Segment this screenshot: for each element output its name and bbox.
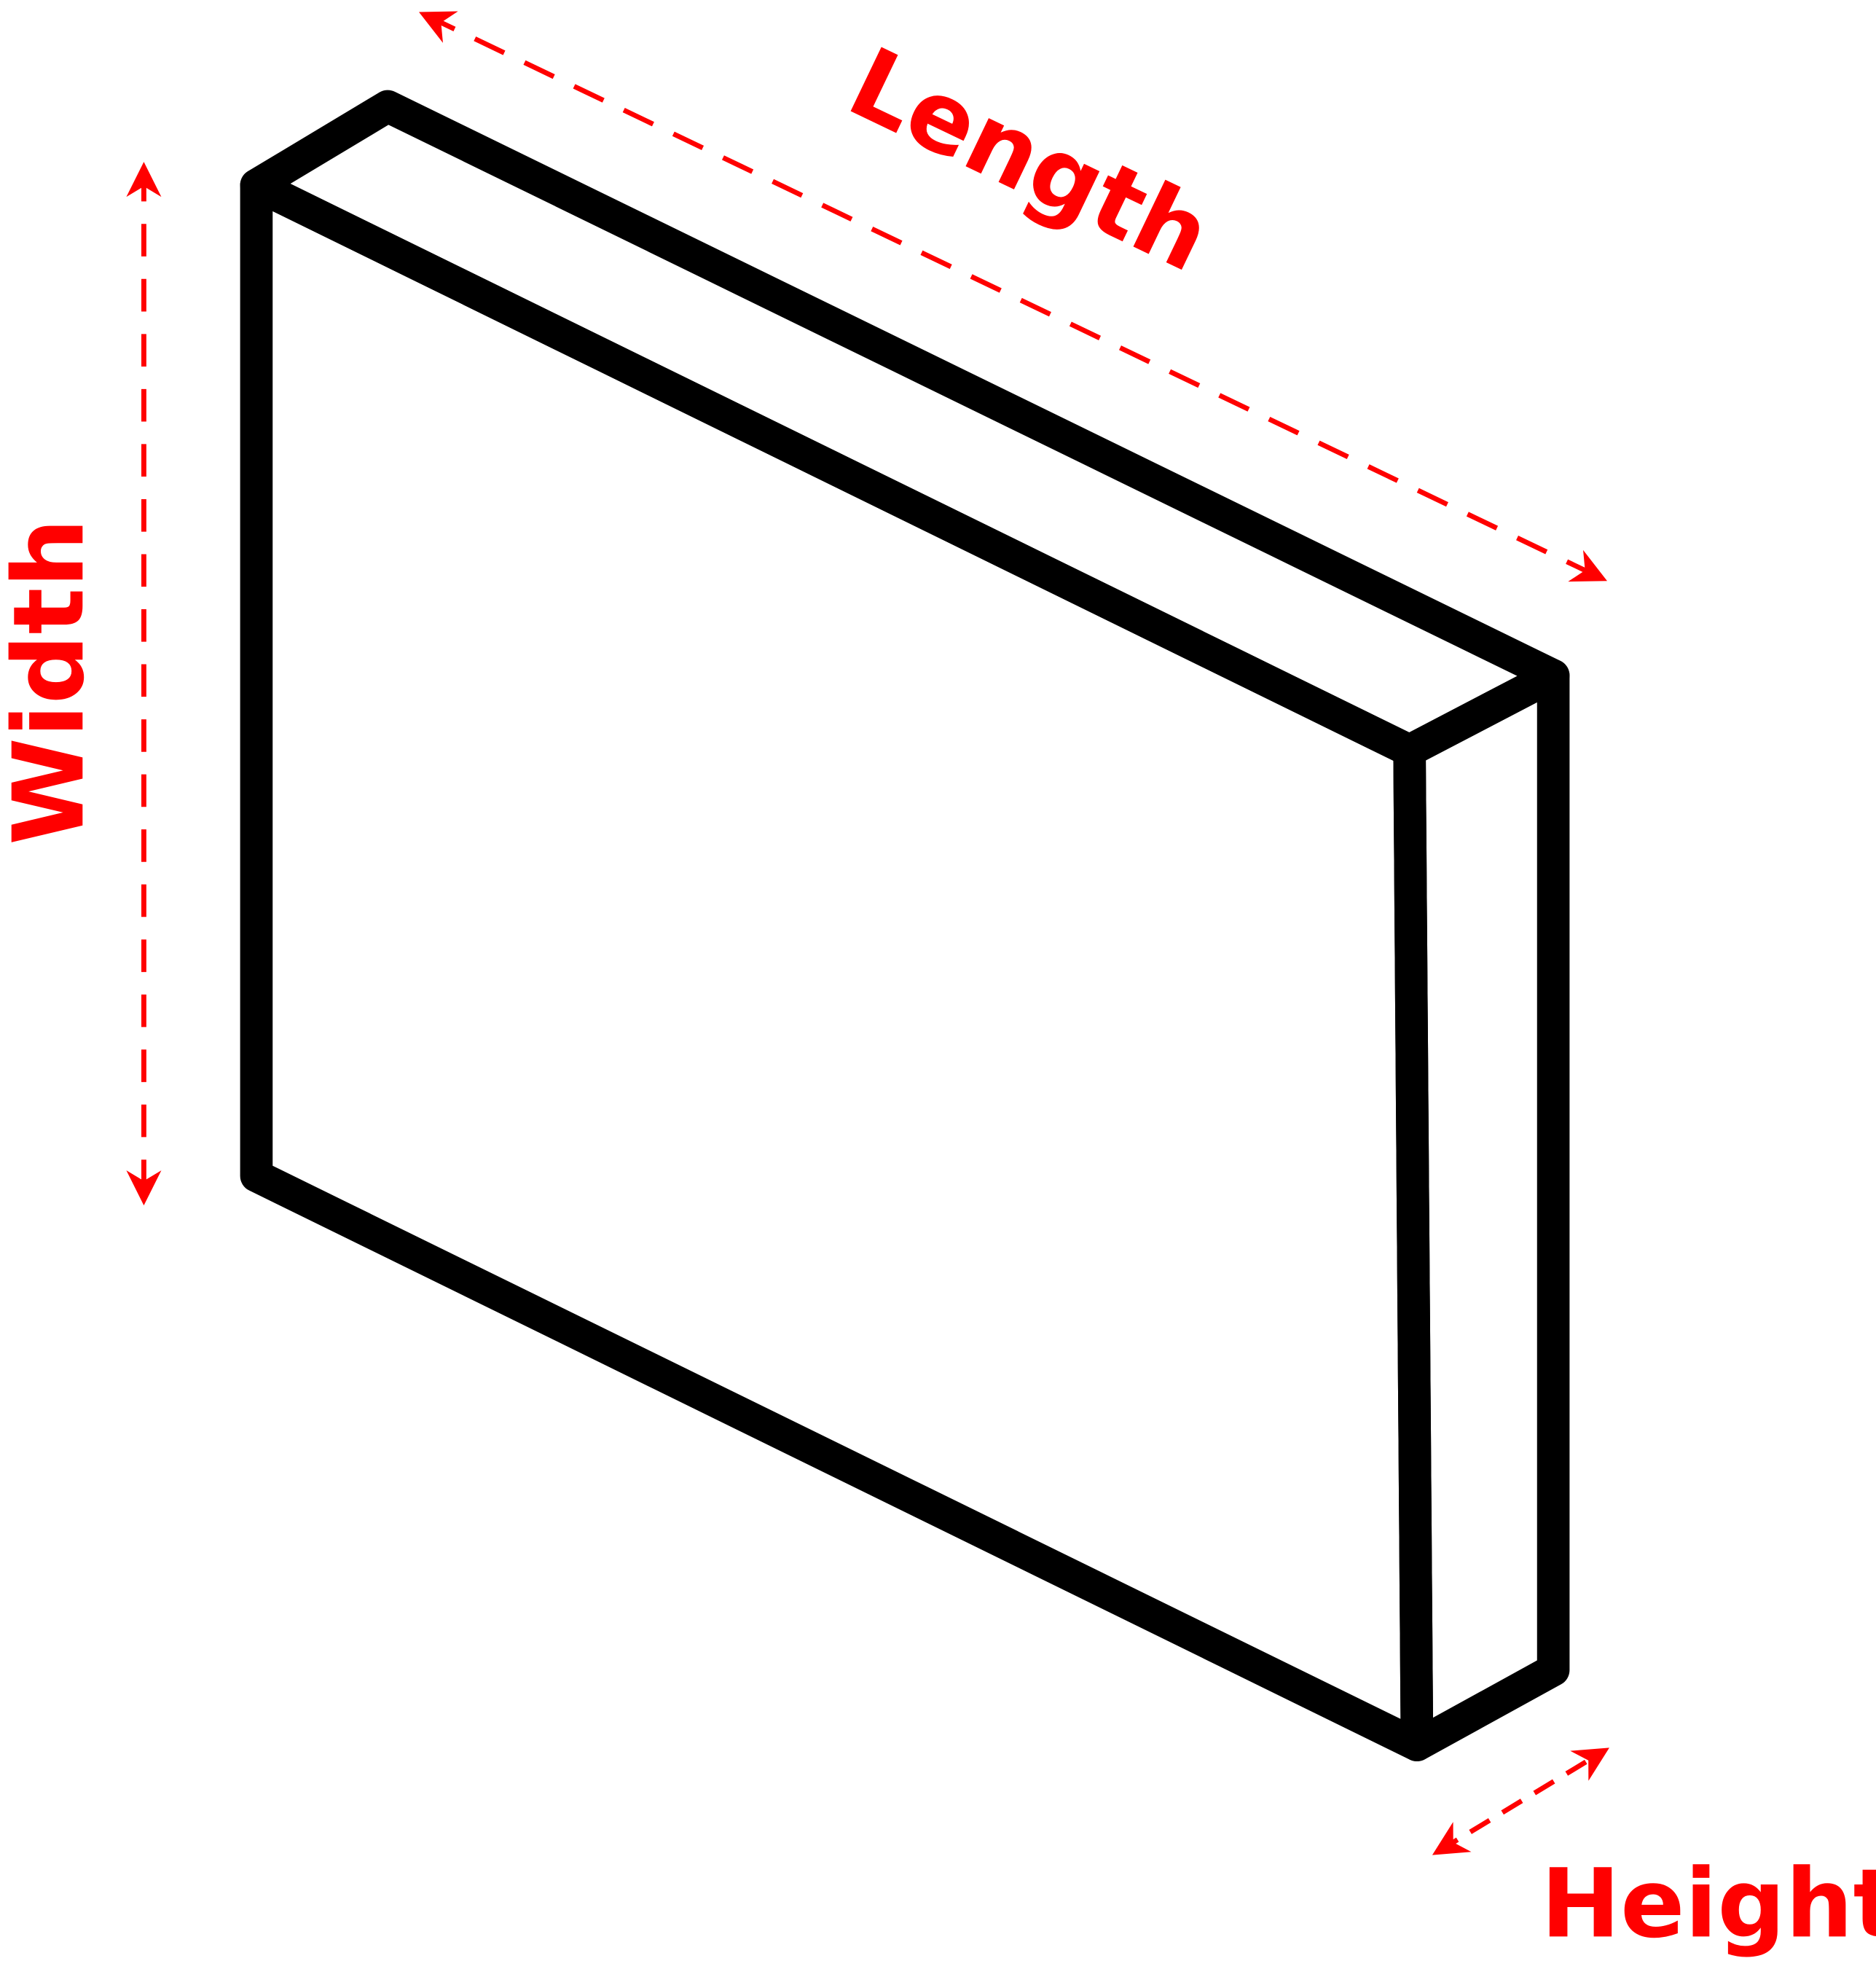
height-label: Height <box>1541 1848 1876 1959</box>
height-arrow <box>1432 1747 1609 1855</box>
side-face <box>1393 659 1570 1762</box>
box <box>240 90 1570 1762</box>
top-face <box>240 90 1570 767</box>
width-label: Width <box>0 518 106 845</box>
length-label: Length <box>833 26 1228 294</box>
front-face <box>240 168 1434 1762</box>
dimension-arrows <box>126 11 1609 1855</box>
